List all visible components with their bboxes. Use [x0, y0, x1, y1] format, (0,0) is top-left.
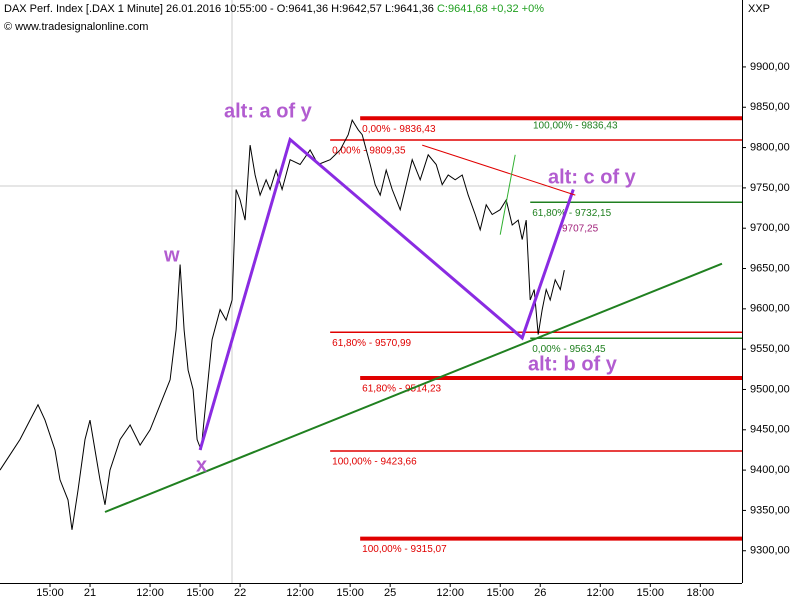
x-tick-label: 15:00	[637, 587, 665, 599]
x-tick-label: 12:00	[286, 587, 314, 599]
x-tick-label: 12:00	[436, 587, 464, 599]
y-tick-label: 9900,00	[750, 61, 790, 73]
y-tick-label: 9600,00	[750, 303, 790, 315]
wave-label: x	[196, 454, 207, 476]
price-line	[0, 118, 565, 530]
wave-label: w	[163, 244, 180, 266]
level-label: 0,00% - 9809,35	[332, 146, 406, 157]
y-tick-label: 9700,00	[750, 222, 790, 234]
y-tick-label: 9650,00	[750, 262, 790, 274]
x-tick-label: 26	[534, 587, 546, 599]
plot: 0,00% - 9836,43 0,00% - 9809,35 61,80% - 9…	[0, 116, 742, 555]
level-note: 100,00% - 9836,43	[533, 121, 618, 132]
y-tick-label: 9400,00	[750, 464, 790, 476]
source: © www.tradesignalonline.com	[4, 21, 148, 33]
y-tick-label: 9350,00	[750, 504, 790, 516]
y-tick-label: 9800,00	[750, 141, 790, 153]
y-tick-label: 9850,00	[750, 101, 790, 113]
level-label: 0,00% - 9836,43	[362, 124, 436, 135]
x-tick-label: 15:00	[36, 587, 64, 599]
y-tick-label: 9500,00	[750, 383, 790, 395]
level-label: 61,80% - 9514,23	[362, 384, 441, 395]
y-tick-label: 9550,00	[750, 343, 790, 355]
title: DAX Perf. Index [.DAX 1 Minute] 26.01.20…	[4, 3, 434, 15]
trend-line	[104, 262, 723, 513]
trend-line	[499, 154, 516, 235]
wave-label: alt: a of y	[224, 100, 313, 122]
x-tick-label: 15:00	[186, 587, 214, 599]
price-note: 9707,25	[562, 224, 599, 235]
x-tick-label: 18:00	[687, 587, 715, 599]
x-tick-label: 15:00	[336, 587, 364, 599]
wave-label: alt: c of y	[548, 166, 637, 188]
level-label: 100,00% - 9423,66	[332, 457, 417, 468]
x-tick-label: 12:00	[587, 587, 615, 599]
corner-label: XXP	[748, 3, 770, 15]
x-tick-label: 12:00	[136, 587, 164, 599]
x-tick-label: 21	[84, 587, 96, 599]
level-label: 61,80% - 9732,15	[532, 208, 611, 219]
trend-line	[198, 136, 575, 451]
close: C:9641,68 +0,32 +0%	[437, 3, 544, 15]
trend-line	[422, 144, 576, 196]
chart-title: DAX Perf. Index [.DAX 1 Minute] 26.01.20…	[4, 3, 544, 15]
wave-label: alt: b of y	[528, 353, 618, 375]
y-tick-label: 9450,00	[750, 424, 790, 436]
x-tick-label: 15:00	[486, 587, 514, 599]
level-label: 100,00% - 9315,07	[362, 544, 447, 555]
level-label: 61,80% - 9570,99	[332, 338, 411, 349]
x-tick-label: 25	[384, 587, 396, 599]
y-tick-label: 9300,00	[750, 545, 790, 557]
x-tick-label: 22	[234, 587, 246, 599]
y-tick-label: 9750,00	[750, 182, 790, 194]
level-label: 0,00% - 9563,45	[532, 344, 606, 355]
